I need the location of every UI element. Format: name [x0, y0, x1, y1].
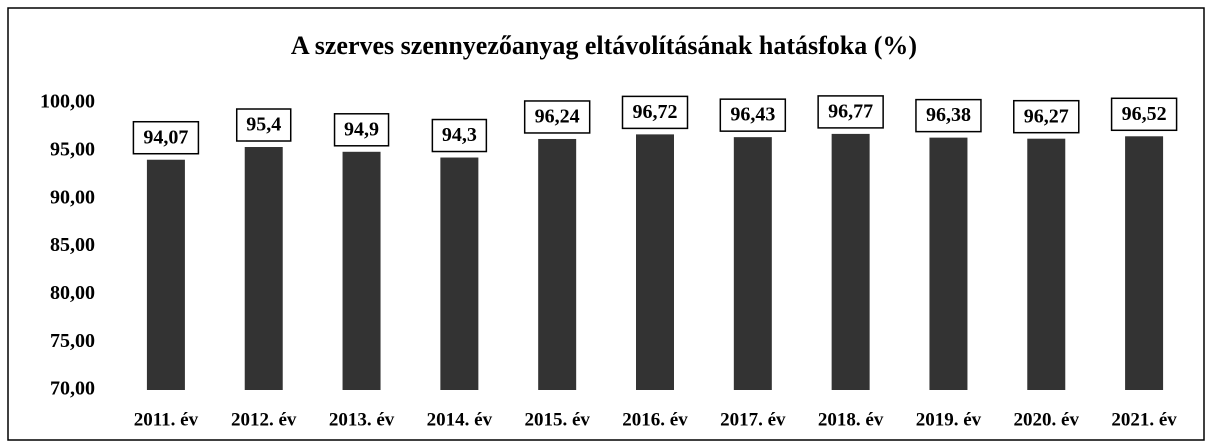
- x-tick-label: 2015. év: [524, 409, 590, 430]
- bar: [1027, 138, 1066, 390]
- x-tick-label: 2012. év: [231, 409, 297, 430]
- bar: [733, 137, 772, 390]
- value-label-box: [431, 118, 488, 153]
- value-label-box: [719, 98, 787, 132]
- x-tick-label: 2020. év: [1014, 409, 1080, 430]
- bar: [244, 147, 283, 390]
- x-tick-label: 2019. év: [916, 409, 982, 430]
- value-label: 96,72: [633, 101, 678, 123]
- value-label-box: [817, 95, 884, 129]
- value-label: 95,4: [246, 114, 281, 136]
- x-tick-label: 2013. év: [329, 409, 395, 430]
- bar: [1125, 136, 1164, 390]
- x-tick-label: 2011. év: [134, 409, 199, 430]
- bar: [538, 138, 577, 390]
- value-label: 96,43: [730, 104, 775, 126]
- x-tick-label: 2016. év: [622, 409, 688, 430]
- x-tick-label: 2021. év: [1111, 409, 1177, 430]
- bar: [342, 151, 381, 390]
- value-label-box: [235, 108, 292, 142]
- y-tick-label: 80,00: [50, 282, 95, 304]
- value-label: 94,07: [143, 126, 188, 148]
- value-label-box: [132, 120, 200, 155]
- bar: [831, 133, 870, 390]
- value-label: 94,3: [442, 124, 477, 146]
- bar: [636, 134, 674, 390]
- chart-title: A szerves szennyezőanyag eltávolításának…: [291, 31, 917, 60]
- value-label: 96,24: [535, 106, 580, 128]
- bar: [146, 159, 185, 390]
- y-tick-label: 75,00: [50, 330, 95, 352]
- value-label: 96,38: [926, 104, 971, 126]
- y-tick-label: 100,00: [40, 91, 95, 113]
- value-label: 96,52: [1122, 103, 1167, 125]
- x-tick-label: 2017. év: [720, 409, 786, 430]
- y-tick-label: 95,00: [50, 138, 95, 160]
- x-tick-label: 2018. év: [818, 409, 884, 430]
- value-label-box: [621, 95, 689, 130]
- bar: [440, 157, 479, 390]
- value-label-box: [523, 100, 591, 134]
- value-label-box: [915, 98, 982, 133]
- x-tick-label: 2014. év: [427, 409, 493, 430]
- y-tick-label: 70,00: [50, 378, 95, 400]
- bar: [929, 137, 968, 390]
- value-label: 94,9: [344, 118, 379, 140]
- value-label-box: [333, 113, 390, 147]
- y-tick-label: 90,00: [50, 186, 95, 208]
- value-label-box: [1110, 97, 1178, 132]
- y-tick-label: 85,00: [50, 234, 95, 256]
- value-label: 96,27: [1024, 105, 1069, 127]
- value-label-box: [1013, 99, 1080, 134]
- chart-border: [7, 7, 1205, 441]
- value-label: 96,77: [828, 100, 873, 122]
